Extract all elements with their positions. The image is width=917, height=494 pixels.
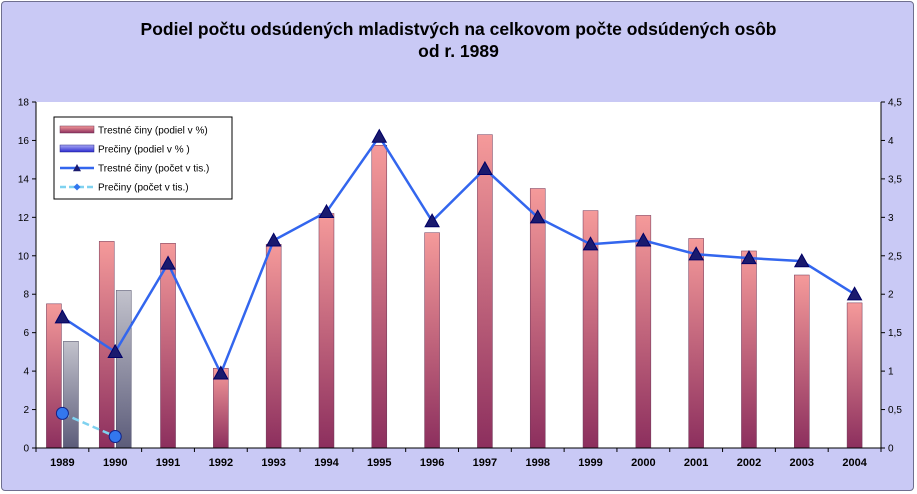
marker-trestne-ciny-1995 xyxy=(371,128,388,143)
axes-group: 0 2 4 6 8 10 12 14 16 18 0 0,5 1 1,5 2 2,5 3 3,5 4 4,5 1989 1… xyxy=(18,98,902,470)
chart-title: Podiel počtu odsúdených mladistvých na c… xyxy=(0,18,917,62)
line-trestne-ciny-pocet xyxy=(61,134,856,377)
x-tick-label-1999: 1999 xyxy=(578,457,602,469)
legend-swatch-trestne-ciny-podiel xyxy=(59,125,95,134)
chart-title-line2: od r. 1989 xyxy=(418,41,499,61)
marker-trestne-ciny-1996 xyxy=(424,213,440,228)
x-tick-label-1996: 1996 xyxy=(420,457,444,469)
x-tick-label-2002: 2002 xyxy=(737,457,761,469)
legend-marker-diamond xyxy=(73,183,81,191)
y-left-tick-label: 12 xyxy=(18,213,30,224)
bars-group xyxy=(46,134,863,449)
marker-trestne-ciny-2002 xyxy=(741,250,757,265)
marker-preciny-1990 xyxy=(108,429,122,443)
x-tick-label-1992: 1992 xyxy=(209,457,233,469)
x-tick-label-2000: 2000 xyxy=(631,457,655,469)
x-tick-label-1990: 1990 xyxy=(103,457,127,469)
x-tick-label-1989: 1989 xyxy=(50,457,74,469)
y-right-tick-label: 3 xyxy=(888,213,894,224)
y-left-tick-label: 18 xyxy=(18,98,30,109)
marker-trestne-ciny-1998 xyxy=(529,209,546,224)
y-left-tick-label: 16 xyxy=(18,136,30,147)
y-right-tick-label: 4 xyxy=(888,136,894,147)
bar-trestne-ciny-2004 xyxy=(846,302,863,449)
legend-marker-triangle xyxy=(73,164,81,172)
y-right-tick-label: 1,5 xyxy=(888,328,902,339)
legend-label-3: Prečiny (počet v tis.) xyxy=(98,183,189,194)
y-right-tick-label: 2,5 xyxy=(888,251,902,262)
y-right-tick-label: 1 xyxy=(888,367,894,378)
x-tick-label-1994: 1994 xyxy=(314,457,339,469)
legend-label-0: Trestné činy (podiel v %) xyxy=(98,126,208,137)
legend: Trestné činy (podiel v %) Prečiny (podiel… xyxy=(53,116,233,200)
bar-trestne-ciny-2001 xyxy=(688,238,704,449)
y-left-tick-label: 14 xyxy=(18,174,30,185)
y-left-tick-label: 10 xyxy=(18,251,30,262)
y-left-tick-label: 0 xyxy=(23,444,29,455)
marker-trestne-ciny-1994 xyxy=(318,203,335,219)
bar-trestne-ciny-2003 xyxy=(794,274,810,449)
y-right-tick-label: 0 xyxy=(888,444,894,455)
bar-trestne-ciny-2000 xyxy=(635,215,652,449)
marker-trestne-ciny-2001 xyxy=(688,246,705,261)
y-left-tick-label: 4 xyxy=(23,367,29,378)
marker-trestne-ciny-1997 xyxy=(477,160,493,175)
bar-trestne-ciny-1990 xyxy=(98,241,115,449)
line-preciny-pocet xyxy=(61,412,116,438)
x-tick-label-1993: 1993 xyxy=(261,457,285,469)
marker-preciny-1989 xyxy=(55,406,69,420)
x-tick-label-1991: 1991 xyxy=(156,457,180,469)
y-right-tick-label: 4,5 xyxy=(888,98,902,109)
marker-trestne-ciny-1989 xyxy=(54,309,71,324)
marker-trestne-ciny-2000 xyxy=(635,232,652,247)
marker-trestne-ciny-1999 xyxy=(582,236,599,251)
legend-label-1: Prečiny (podiel v % ) xyxy=(98,145,190,156)
bar-trestne-ciny-1993 xyxy=(265,243,282,449)
y-left-tick-label: 6 xyxy=(23,328,29,339)
chart-title-line1: Podiel počtu odsúdených mladistvých na c… xyxy=(140,19,777,39)
x-tick-label-1998: 1998 xyxy=(525,457,549,469)
x-tick-label-2004: 2004 xyxy=(842,457,867,469)
y-right-tick-label: 3,5 xyxy=(888,174,902,185)
bar-preciny-1989 xyxy=(63,341,79,449)
x-tick-label-2001: 2001 xyxy=(684,457,708,469)
x-tick-label-1997: 1997 xyxy=(473,457,497,469)
marker-trestne-ciny-1993 xyxy=(265,232,282,247)
legend-label-2: Trestné činy (počet v tis.) xyxy=(98,164,209,175)
bar-trestne-ciny-1994 xyxy=(318,213,335,449)
y-left-tick-label: 8 xyxy=(23,290,29,301)
bar-trestne-ciny-1992 xyxy=(213,367,229,449)
marker-trestne-ciny-1991 xyxy=(160,255,176,270)
marker-trestne-ciny-1990 xyxy=(107,343,124,358)
bar-trestne-ciny-1989 xyxy=(46,303,62,449)
bar-trestne-ciny-2002 xyxy=(741,250,757,449)
marker-trestne-ciny-1992 xyxy=(212,365,229,380)
y-right-tick-label: 0,5 xyxy=(888,405,902,416)
bar-trestne-ciny-1997 xyxy=(477,134,493,449)
marker-trestne-ciny-2004 xyxy=(846,286,863,301)
bar-trestne-ciny-1996 xyxy=(424,232,440,449)
bar-trestne-ciny-1995 xyxy=(371,145,388,449)
bar-trestne-ciny-1998 xyxy=(529,188,546,449)
marker-trestne-ciny-2003 xyxy=(793,253,810,268)
bar-preciny-1990 xyxy=(115,290,132,449)
x-tick-label-2003: 2003 xyxy=(790,457,814,469)
x-tick-label-1995: 1995 xyxy=(367,457,391,469)
lines-group xyxy=(54,128,863,443)
y-left-tick-label: 2 xyxy=(23,405,29,416)
y-right-tick-label: 2 xyxy=(888,290,894,301)
legend-swatch-preciny-podiel xyxy=(59,144,95,153)
